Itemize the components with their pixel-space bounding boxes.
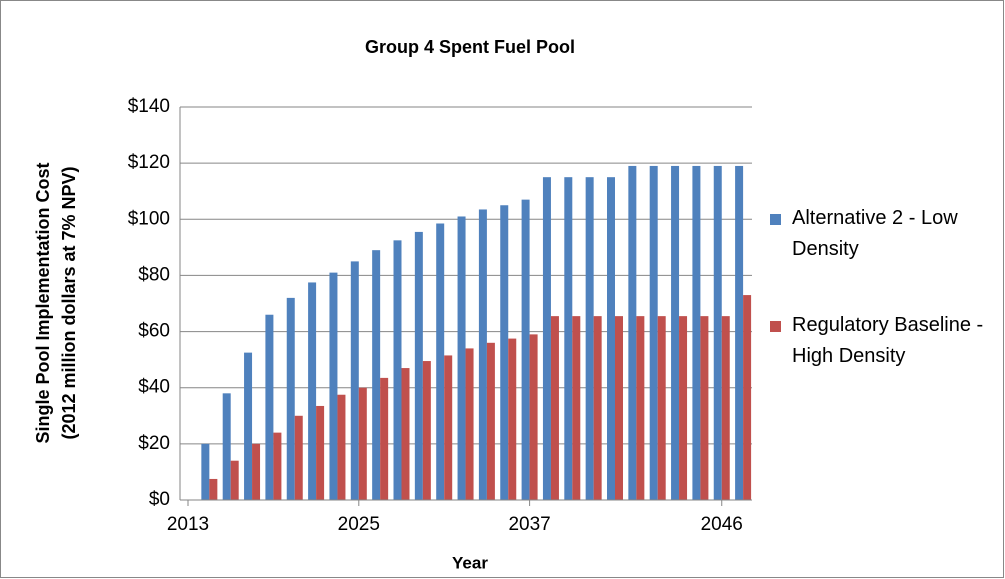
bar	[422, 361, 431, 500]
bar	[414, 231, 423, 501]
bar	[607, 177, 615, 500]
y-tick-label: $60	[138, 321, 170, 342]
bar	[350, 261, 359, 500]
bar	[465, 348, 474, 500]
y-axis-label: Single Pool Implementation Cost (2012 mi…	[33, 162, 79, 443]
bar	[222, 393, 231, 500]
bar	[294, 415, 303, 500]
bar	[550, 316, 559, 500]
bar	[508, 338, 517, 500]
bar	[230, 460, 239, 500]
bar	[700, 316, 709, 500]
bar	[636, 316, 645, 500]
legend-swatch	[770, 214, 781, 225]
bar	[273, 432, 282, 500]
bar	[743, 295, 752, 500]
bar	[393, 240, 402, 500]
y-tick-label: $120	[128, 152, 170, 173]
bar	[444, 355, 453, 500]
bar	[542, 177, 551, 500]
bar	[692, 165, 701, 500]
bar	[628, 165, 637, 500]
bar	[529, 334, 538, 500]
y-tick-label: $20	[138, 433, 170, 454]
y-tick-label: $40	[138, 377, 170, 398]
bar	[252, 443, 261, 500]
bar	[308, 282, 317, 500]
bar	[657, 316, 666, 500]
x-tick-label: 2013	[167, 514, 209, 535]
bar	[615, 316, 623, 500]
x-tick-label: 2046	[701, 514, 743, 535]
x-tick-label: 2037	[508, 514, 550, 535]
bar	[329, 272, 338, 500]
bar	[265, 314, 274, 500]
bar	[457, 216, 466, 500]
bar	[713, 165, 722, 500]
y-tick-label: $0	[149, 489, 170, 510]
bar	[585, 177, 594, 500]
bar	[679, 316, 688, 500]
legend-label: Regulatory Baseline - High Density	[792, 314, 984, 367]
chart-title: Group 4 Spent Fuel Pool	[365, 37, 575, 57]
bar	[201, 443, 210, 500]
bar	[209, 478, 218, 500]
bar	[500, 205, 509, 500]
bar	[521, 199, 530, 500]
bar	[436, 223, 445, 500]
bar	[244, 352, 253, 500]
x-axis-label: Year	[452, 553, 488, 572]
y-tick-label: $140	[128, 96, 170, 117]
bar	[486, 342, 495, 500]
legend-label: Alternative 2 - Low Density	[792, 207, 958, 260]
bar	[372, 250, 381, 500]
y-tick-label: $100	[128, 208, 170, 229]
bar	[401, 368, 410, 500]
bar	[380, 377, 389, 500]
bar	[721, 316, 730, 500]
bar	[671, 165, 680, 500]
y-tick-label: $80	[138, 264, 170, 285]
bar	[478, 209, 487, 501]
bar	[316, 405, 325, 500]
y-axis-label-line: (2012 million dollars at 7% NPV)	[59, 166, 79, 439]
y-axis-label-line: Single Pool Implementation Cost	[33, 162, 53, 443]
bar	[735, 165, 744, 500]
bar	[564, 177, 573, 500]
bar	[358, 387, 367, 500]
x-tick-label: 2025	[338, 514, 380, 535]
bar	[649, 165, 658, 500]
bar	[286, 297, 295, 500]
bar	[593, 316, 602, 500]
legend-swatch	[770, 321, 781, 332]
bar	[572, 316, 581, 500]
bar	[337, 394, 346, 500]
